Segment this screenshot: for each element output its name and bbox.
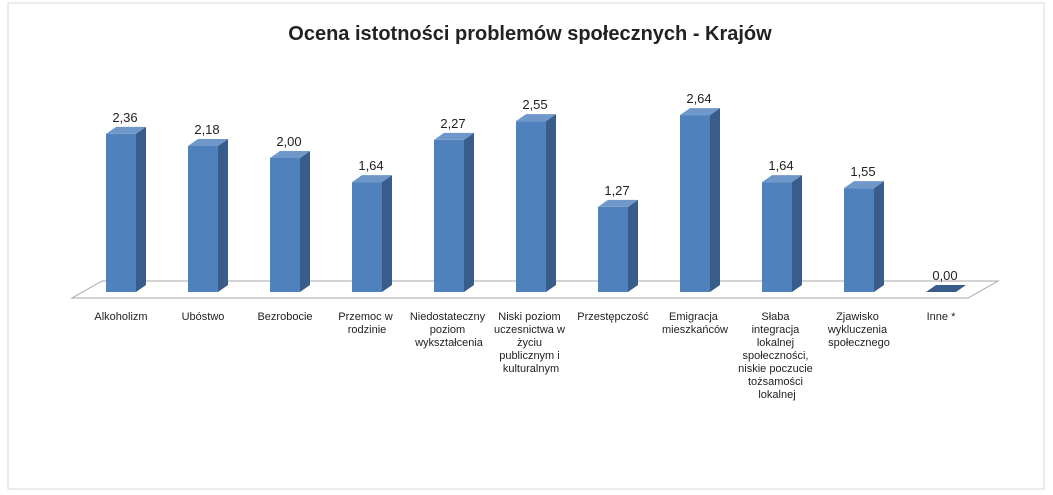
bar-front — [434, 139, 464, 292]
value-label: 2,64 — [686, 91, 711, 106]
bar-side — [710, 108, 720, 293]
value-label: 1,64 — [358, 158, 383, 173]
x-tick-label: Ubóstwo — [182, 311, 225, 323]
bar-side — [546, 114, 556, 293]
value-label: 1,55 — [850, 164, 875, 179]
x-tick-label: Niski poziom uczesnictwa w życiu publicz… — [494, 311, 568, 375]
x-tick-label: Niedostateczny poziom wykształcenia — [410, 311, 488, 349]
bar-top — [270, 151, 310, 158]
bar-side — [792, 175, 802, 292]
bar-top — [516, 114, 556, 122]
bar-side — [300, 151, 310, 292]
bar-top — [844, 181, 884, 189]
bar-top — [106, 126, 146, 134]
x-tick-label: Bezrobocie — [257, 311, 312, 323]
x-tick-label: Emigracja mieszkańców — [662, 311, 728, 336]
bar-side — [382, 175, 392, 292]
bar-front — [270, 158, 300, 292]
x-tick-label: Alkoholizm — [94, 311, 147, 323]
x-tick-label: Inne * — [927, 311, 956, 323]
value-label: 1,27 — [604, 183, 629, 198]
bar-front — [844, 188, 874, 292]
x-tick-label: Przemoc w rodzinie — [338, 311, 395, 336]
bar-top — [188, 138, 228, 146]
value-label: 2,00 — [276, 134, 301, 149]
bar-front — [762, 182, 792, 292]
x-tick-label: Słaba integracja lokalnej społeczności, … — [738, 311, 816, 401]
bar-top — [926, 285, 966, 292]
bar-top — [434, 132, 474, 140]
bar-front — [188, 145, 218, 292]
bar-front — [680, 115, 710, 293]
value-label: 0,00 — [932, 268, 957, 283]
value-label: 1,64 — [768, 158, 793, 173]
value-label: 2,55 — [522, 97, 547, 112]
bar-side — [874, 181, 884, 292]
chart-title: Ocena istotności problemów społecznych -… — [288, 23, 772, 45]
bar-side — [628, 199, 638, 292]
value-label: 2,18 — [194, 122, 219, 137]
bar-front — [598, 206, 628, 292]
bar-top — [680, 108, 720, 116]
bar-side — [218, 138, 228, 292]
bar-top — [598, 199, 638, 207]
bar-front — [516, 121, 546, 293]
bar-top — [762, 175, 802, 183]
value-label: 2,27 — [440, 116, 465, 131]
bar-top — [352, 175, 392, 183]
value-label: 2,36 — [112, 110, 137, 125]
x-tick-label: Przestępczość — [577, 311, 649, 323]
x-tick-label: Zjawisko wykluczenia społecznego — [827, 311, 890, 349]
bar-side — [464, 132, 474, 292]
bar-side — [136, 126, 146, 292]
bar-front — [106, 133, 136, 292]
bar-front — [352, 182, 382, 292]
